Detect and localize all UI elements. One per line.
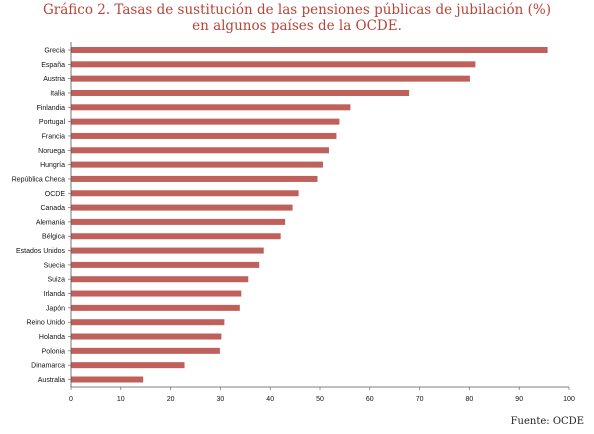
- x-tick-label: 70: [416, 396, 424, 403]
- category-label: Finlandia: [37, 105, 66, 112]
- x-tick-label: 80: [466, 396, 474, 403]
- bar-alemania: [71, 218, 286, 225]
- chart-title: Gráfico 2. Tasas de sustitución de las p…: [0, 2, 594, 34]
- x-tick-label: 0: [69, 396, 73, 403]
- category-label: Holanda: [39, 334, 65, 341]
- bar-holanda: [71, 333, 222, 340]
- bar-austria: [71, 75, 470, 82]
- x-tick-label: 40: [266, 396, 274, 403]
- bar-finlandia: [71, 104, 351, 111]
- bar-ocde: [71, 190, 299, 197]
- category-label: España: [41, 62, 65, 69]
- category-label: Alemania: [36, 219, 65, 226]
- category-label: Suecia: [44, 262, 66, 269]
- bar-noruega: [71, 147, 329, 154]
- category-label: Estados Unidos: [16, 248, 66, 255]
- category-label: Hungría: [40, 162, 65, 169]
- x-tick-label: 90: [515, 396, 523, 403]
- category-label: Japón: [46, 305, 65, 312]
- bar-italia: [71, 89, 410, 96]
- bar-hungría: [71, 161, 323, 168]
- x-tick-label: 20: [167, 396, 175, 403]
- bar-república-checa: [71, 175, 318, 182]
- category-label: Italia: [50, 90, 65, 97]
- bar-irlanda: [71, 290, 242, 297]
- category-label: Suiza: [47, 277, 65, 284]
- bar-grecia: [71, 47, 548, 53]
- bar-estados-unidos: [71, 247, 264, 254]
- category-label: República Checa: [12, 176, 65, 183]
- chart-title-line-1: Gráfico 2. Tasas de sustitución de las p…: [42, 2, 551, 18]
- category-label: Canada: [40, 205, 65, 212]
- bar-australia: [71, 376, 144, 383]
- bar-suecia: [71, 261, 260, 268]
- category-label: Australia: [38, 377, 65, 384]
- bar-bélgica: [71, 233, 281, 240]
- category-label: Austria: [43, 76, 65, 83]
- source-note: Fuente: OCDE: [510, 416, 584, 427]
- bar-francia: [71, 132, 337, 139]
- x-tick-label: 60: [366, 396, 374, 403]
- category-label: Dinamarca: [31, 363, 65, 370]
- bar-reino-unido: [71, 319, 225, 326]
- bar-canada: [71, 204, 293, 211]
- x-tick-label: 100: [563, 396, 575, 403]
- chart-title-line-2: en algunos países de la OCDE.: [192, 18, 402, 34]
- bar-suiza: [71, 276, 249, 283]
- bar-portugal: [71, 118, 340, 125]
- category-label: OCDE: [45, 191, 66, 198]
- category-label: Polonia: [42, 348, 65, 355]
- category-label: Francia: [42, 133, 65, 140]
- bar-japón: [71, 304, 240, 311]
- category-label: Irlanda: [44, 291, 66, 298]
- category-label: Reino Unido: [26, 320, 65, 327]
- bar-polonia: [71, 347, 220, 354]
- category-label: Bélgica: [42, 234, 65, 241]
- category-label: Grecia: [44, 48, 65, 55]
- x-tick-label: 50: [316, 396, 324, 403]
- x-tick-label: 30: [217, 396, 225, 403]
- category-label: Noruega: [38, 148, 65, 155]
- bar-españa: [71, 61, 476, 68]
- x-tick-label: 10: [117, 396, 125, 403]
- category-label: Portugal: [39, 119, 66, 126]
- bar-dinamarca: [71, 362, 185, 369]
